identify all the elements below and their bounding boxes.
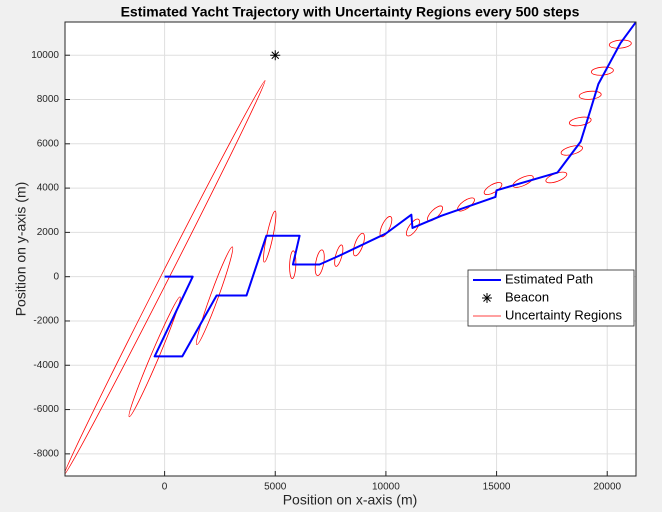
uncertainty-ellipse: [352, 232, 365, 257]
uncertainty-ellipse: [405, 218, 420, 237]
beacon-marker: [270, 50, 281, 61]
axes-box: [64, 21, 637, 477]
uncertainty-ellipse: [568, 116, 592, 127]
y-tick-label: 8000: [37, 94, 60, 105]
chart-title: Estimated Yacht Trajectory with Uncertai…: [121, 4, 580, 20]
uncertainty-ellipse: [560, 145, 583, 156]
x-tick-label: 0: [162, 482, 168, 493]
x-axis-label: Position on x-axis (m): [283, 492, 418, 508]
estimated-path: [153, 22, 636, 358]
y-tick-label: -2000: [33, 316, 59, 327]
uncertainty-ellipse: [483, 182, 503, 195]
y-tick-label: 10000: [31, 50, 59, 61]
x-tick-label: 5000: [264, 482, 287, 493]
x-tick-label: 15000: [483, 482, 511, 493]
legend-label: Uncertainty Regions: [505, 307, 623, 322]
y-tick-label: 2000: [37, 227, 60, 238]
y-tick-label: 4000: [37, 183, 60, 194]
uncertainty-ellipse: [65, 80, 266, 476]
legend-label: Estimated Path: [505, 271, 593, 286]
x-tick-label: 10000: [372, 482, 400, 493]
legend-swatch: [482, 293, 492, 303]
uncertainty-ellipse: [578, 90, 602, 100]
uncertainty-ellipse: [196, 246, 234, 346]
y-tick-label: 0: [53, 271, 59, 282]
y-tick-label: -8000: [33, 448, 59, 459]
uncertainty-ellipse: [128, 296, 181, 418]
legend-label: Beacon: [505, 289, 549, 304]
y-tick-label: -4000: [33, 360, 59, 371]
x-tick-label: 20000: [593, 482, 621, 493]
y-tick-label: 6000: [37, 138, 60, 149]
y-axis-label: Position on y-axis (m): [13, 182, 29, 317]
plot-area: [65, 22, 636, 476]
y-tick-label: -6000: [33, 404, 59, 415]
uncertainty-ellipse: [608, 39, 632, 49]
uncertainty-ellipse: [334, 244, 344, 267]
